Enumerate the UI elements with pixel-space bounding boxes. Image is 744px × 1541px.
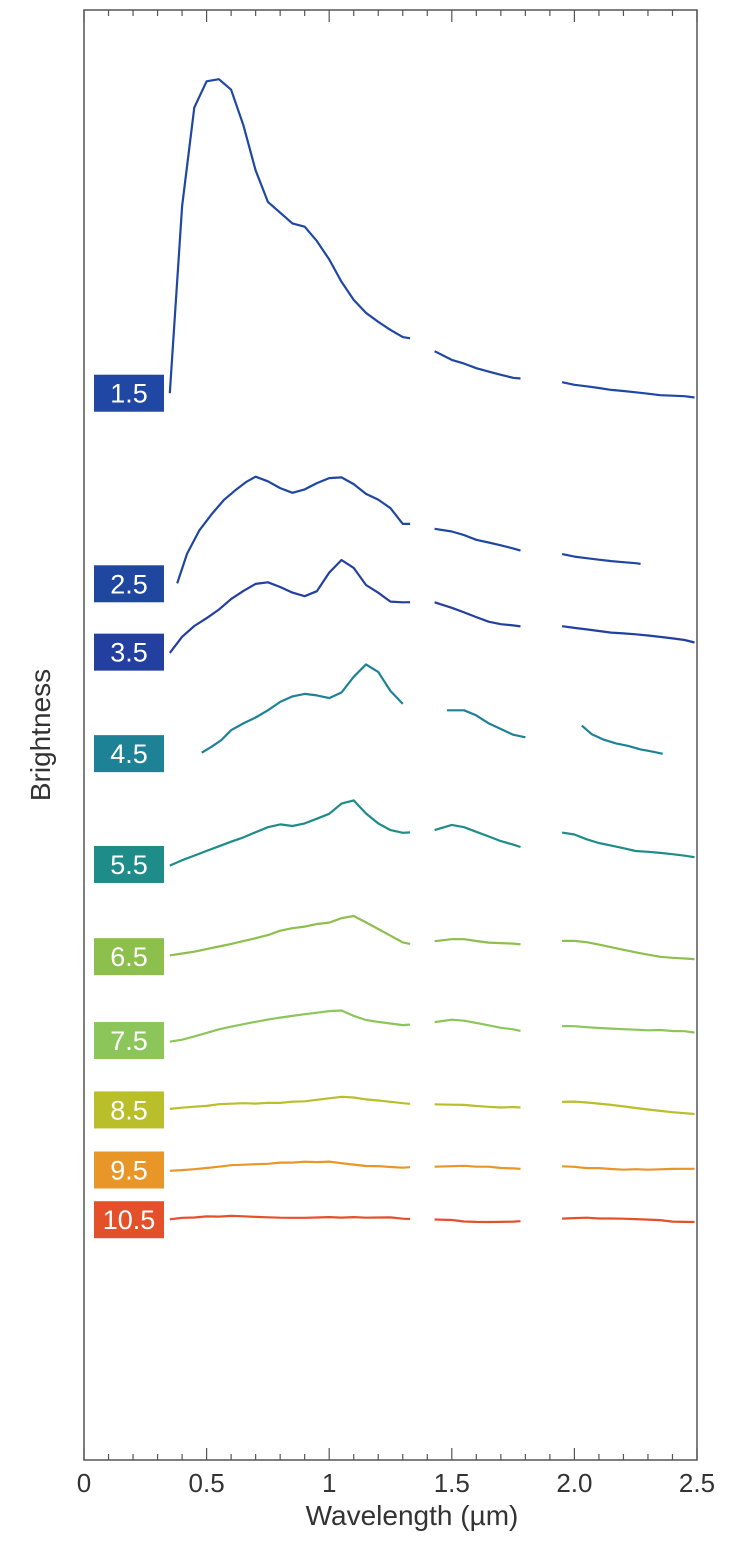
x-tick-label: 1 (322, 1468, 336, 1498)
series-label: 2.5 (110, 569, 148, 599)
x-axis-ticks (84, 10, 697, 1460)
spectrum-line-4.5 (202, 664, 663, 753)
series-label: 3.5 (110, 638, 148, 668)
spectrum-line-6.5 (170, 916, 695, 959)
spectrum-line-9.5 (170, 1162, 695, 1171)
series-label: 1.5 (110, 379, 148, 409)
series-label: 8.5 (110, 1095, 148, 1125)
x-axis-tick-labels: 0 0.5 1 1.5 2.0 2.5 (77, 1468, 715, 1498)
spectrum-line-3.5 (170, 560, 695, 653)
series-label: 7.5 (110, 1026, 148, 1056)
spectrum-line-2.5 (177, 477, 640, 584)
x-tick-label: 2.0 (556, 1468, 592, 1498)
spectrum-line-1.5 (170, 79, 695, 397)
series-label: 4.5 (110, 739, 148, 769)
x-tick-label: 1.5 (434, 1468, 470, 1498)
series-label: 5.5 (110, 850, 148, 880)
y-axis-title: Brightness (25, 669, 56, 801)
spectrum-line-10.5 (170, 1216, 695, 1222)
series-label-layer: 1.5 2.5 3.5 4.5 5.5 6.5 7.5 8.5 9.5 10.5 (94, 375, 164, 1238)
x-tick-label: 0.5 (189, 1468, 225, 1498)
x-tick-label: 2.5 (679, 1468, 715, 1498)
spectrum-line-5.5 (170, 800, 695, 865)
series-label: 9.5 (110, 1156, 148, 1186)
spectrum-line-8.5 (170, 1097, 695, 1114)
plot-frame (84, 10, 697, 1460)
series-label: 6.5 (110, 942, 148, 972)
series-layer (170, 79, 695, 1222)
spectrum-line-7.5 (170, 1011, 695, 1042)
series-label: 10.5 (103, 1205, 156, 1235)
x-tick-label: 0 (77, 1468, 91, 1498)
x-axis-title: Wavelength (µm) (306, 1500, 519, 1531)
